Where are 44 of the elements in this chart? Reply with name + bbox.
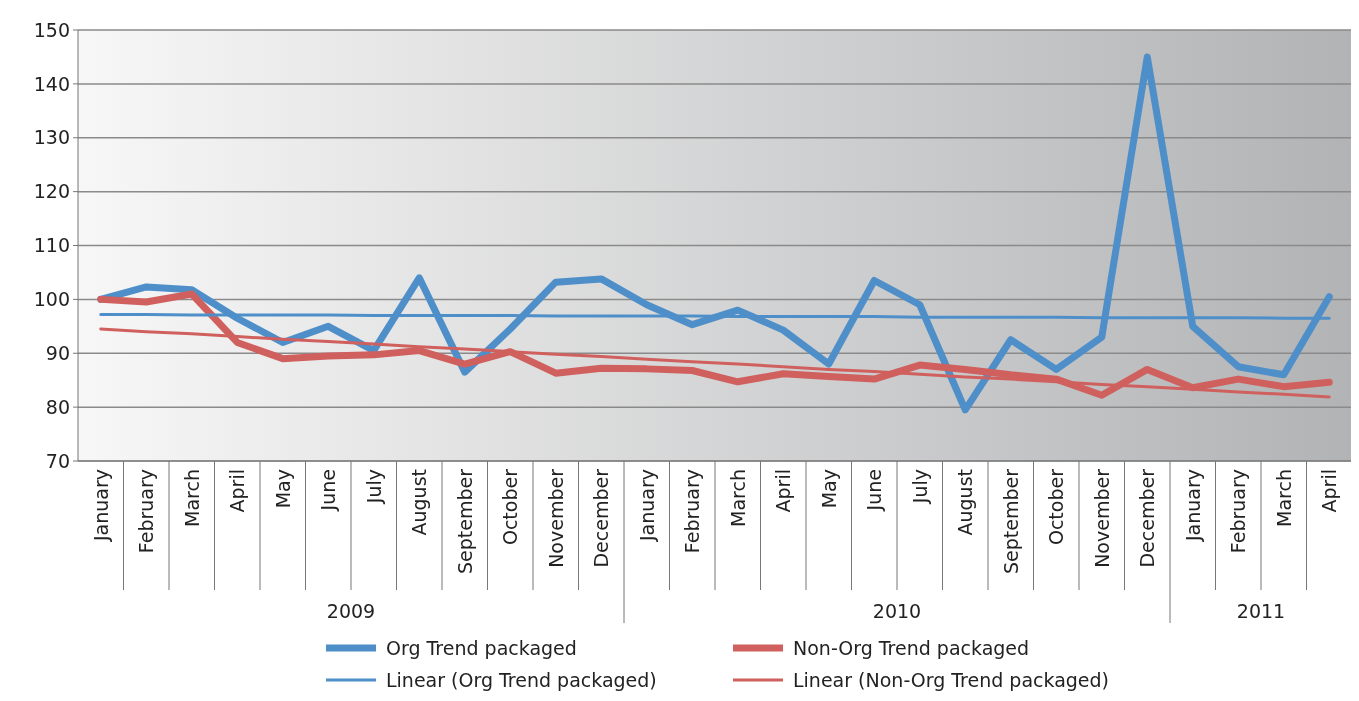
x-tick-label: February: [1227, 469, 1250, 554]
text: 2009: [326, 600, 376, 622]
y-tick-label: 120: [33, 180, 70, 203]
x-tick-label: May: [817, 469, 840, 509]
x-tick-label: November: [544, 468, 567, 568]
x-tick-label: February: [681, 469, 704, 554]
x-tick-label: July: [908, 469, 931, 505]
x-tick-label: August: [408, 469, 431, 536]
x-tick-label: April: [1318, 469, 1341, 513]
y-tick-label: 80: [45, 395, 70, 418]
x-tick-label: March: [180, 469, 203, 527]
x-tick-label: July: [362, 469, 385, 505]
x-tick-label: December: [590, 468, 613, 568]
x-tick-label: August: [954, 469, 977, 536]
x-tick-label: March: [726, 469, 749, 527]
x-tick-label: January: [89, 469, 112, 543]
x-tick-label: October: [1045, 468, 1068, 546]
y-tick-label: 70: [45, 449, 70, 472]
y-tick-label: 110: [33, 234, 70, 257]
x-tick-label: September: [999, 468, 1022, 575]
y-tick-label: 90: [45, 341, 70, 364]
x-tick-label: June: [317, 469, 340, 512]
text: 2011: [1236, 600, 1286, 622]
y-tick-label: 140: [33, 72, 70, 95]
y-tick-label: 150: [33, 18, 70, 41]
legend-label: Non-Org Trend packaged: [793, 636, 1030, 659]
x-tick-label: June: [863, 469, 886, 512]
legend-label: Org Trend packaged: [386, 636, 577, 659]
y-tick-label: 130: [33, 126, 70, 149]
x-tick-label: March: [1272, 469, 1295, 527]
x-tick-label: April: [772, 469, 795, 513]
text: 2010: [872, 600, 922, 622]
x-tick-label: January: [1181, 469, 1204, 543]
x-tick-label: October: [499, 468, 522, 546]
x-tick-label: May: [271, 469, 294, 509]
x-tick-label: January: [635, 469, 658, 543]
x-tick-label: November: [1090, 468, 1113, 568]
y-tick-label: 100: [33, 288, 70, 311]
x-tick-label: December: [1136, 468, 1159, 568]
x-tick-label: April: [226, 469, 249, 513]
legend-label: Linear (Org Trend packaged): [386, 668, 657, 691]
x-tick-label: September: [453, 468, 476, 575]
x-tick-label: February: [135, 469, 158, 554]
legend-label: Linear (Non-Org Trend packaged): [793, 668, 1110, 691]
